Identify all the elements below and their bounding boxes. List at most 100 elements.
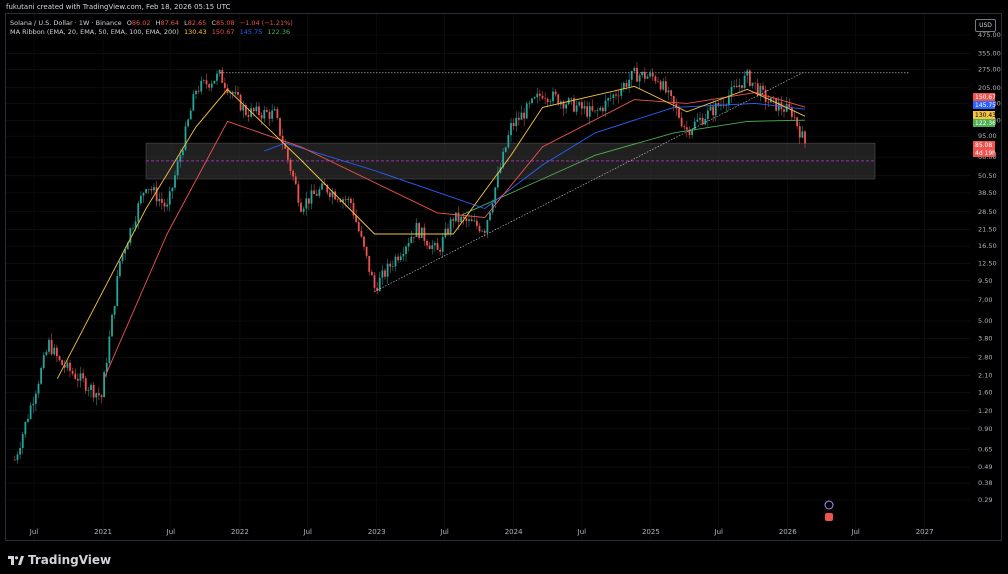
candle-body bbox=[326, 184, 329, 193]
candle-body bbox=[659, 81, 662, 90]
candle-body bbox=[368, 255, 371, 272]
candle-body bbox=[271, 110, 274, 119]
candle-body bbox=[515, 117, 518, 127]
candle-body bbox=[699, 117, 701, 120]
y-tick-label: 0.38 bbox=[978, 479, 992, 487]
candle-body bbox=[704, 119, 707, 125]
candle-body bbox=[520, 112, 523, 120]
candle-body bbox=[116, 276, 119, 306]
candle-body bbox=[751, 82, 754, 86]
candle-body bbox=[45, 351, 48, 356]
candle-body bbox=[706, 110, 709, 120]
candle-body bbox=[100, 395, 103, 398]
brand-name: TradingView bbox=[28, 553, 112, 567]
candle-body bbox=[481, 230, 484, 232]
candle-body bbox=[628, 79, 631, 87]
candle-body bbox=[163, 202, 166, 207]
candle-body bbox=[126, 242, 129, 250]
price-label-box bbox=[973, 141, 995, 149]
candle-body bbox=[389, 263, 392, 267]
candle-body bbox=[402, 253, 405, 257]
ema-50-line bbox=[103, 92, 806, 379]
candle-body bbox=[189, 110, 192, 120]
trendline bbox=[374, 71, 805, 292]
candle-body bbox=[21, 434, 24, 449]
tradingview-logo-icon bbox=[8, 555, 24, 565]
y-tick-label: 95.00 bbox=[978, 132, 997, 140]
close-value: 85.08 bbox=[216, 19, 235, 27]
candle-body bbox=[475, 220, 478, 226]
candle-body bbox=[594, 110, 596, 112]
candle-body bbox=[449, 219, 452, 234]
candle-body bbox=[712, 106, 715, 116]
candle-body bbox=[58, 356, 61, 361]
candle-body bbox=[336, 199, 339, 201]
candle-body bbox=[651, 73, 654, 77]
price-label-box bbox=[973, 93, 995, 101]
open-label: O bbox=[126, 19, 132, 27]
candle-body bbox=[71, 370, 74, 374]
x-tick-label: Jul bbox=[29, 528, 39, 536]
candle-body bbox=[300, 202, 302, 212]
price-label-text: 150.67 bbox=[975, 94, 996, 101]
ema-200-line bbox=[460, 119, 806, 216]
candle-body bbox=[202, 80, 205, 81]
y-tick-label: 50.50 bbox=[978, 172, 997, 180]
candle-body bbox=[767, 101, 770, 103]
candle-body bbox=[625, 83, 628, 87]
candle-body bbox=[748, 70, 751, 86]
candle-body bbox=[538, 93, 541, 96]
candle-body bbox=[727, 95, 730, 106]
candle-body bbox=[565, 104, 568, 109]
candle-body bbox=[87, 390, 90, 391]
candle-body bbox=[441, 237, 444, 252]
candle-body bbox=[234, 92, 237, 94]
candle-body bbox=[790, 107, 793, 117]
candle-body bbox=[796, 117, 799, 127]
low-label: L bbox=[184, 19, 188, 27]
candle-body bbox=[798, 126, 801, 138]
candle-body bbox=[221, 70, 224, 83]
x-tick-label: 2021 bbox=[94, 528, 112, 536]
candle-body bbox=[549, 101, 552, 102]
candle-body bbox=[670, 90, 673, 97]
candle-body bbox=[174, 175, 176, 188]
candle-body bbox=[654, 76, 657, 82]
y-tick-label: 1.60 bbox=[978, 389, 992, 397]
candle-body bbox=[134, 221, 137, 228]
candle-body bbox=[111, 314, 113, 337]
candle-body bbox=[633, 67, 636, 72]
y-tick-label: 16.50 bbox=[978, 242, 997, 250]
candle-body bbox=[478, 225, 481, 232]
y-tick-label: 3.80 bbox=[978, 334, 992, 342]
candle-body bbox=[349, 198, 352, 204]
candle-body bbox=[557, 94, 560, 105]
candle-body bbox=[533, 97, 536, 99]
candle-body bbox=[793, 116, 796, 118]
candle-body bbox=[365, 246, 368, 256]
x-tick-label: Jul bbox=[439, 528, 449, 536]
price-label-text: 4d 19h bbox=[975, 150, 996, 157]
candle-body bbox=[588, 106, 591, 117]
candle-body bbox=[683, 126, 686, 128]
candle-body bbox=[554, 91, 557, 95]
ema-100-line bbox=[264, 102, 806, 210]
candle-body bbox=[187, 119, 190, 127]
candle-body bbox=[339, 200, 342, 203]
candle-body bbox=[462, 216, 465, 219]
candle-body bbox=[166, 204, 169, 207]
candle-body bbox=[124, 249, 127, 254]
currency-button[interactable]: USD bbox=[975, 19, 996, 32]
y-tick-label: 28.50 bbox=[978, 208, 997, 216]
candle-body bbox=[69, 362, 71, 371]
change-value: −1.04 (−1.21%) bbox=[239, 19, 293, 27]
candle-body bbox=[431, 245, 434, 249]
candle-body bbox=[405, 246, 407, 254]
candle-body bbox=[460, 216, 463, 222]
candle-body bbox=[570, 98, 573, 99]
candle-body bbox=[297, 184, 300, 203]
candle-body bbox=[754, 82, 757, 84]
candle-body bbox=[599, 107, 602, 111]
x-tick-label: 2022 bbox=[231, 528, 249, 536]
